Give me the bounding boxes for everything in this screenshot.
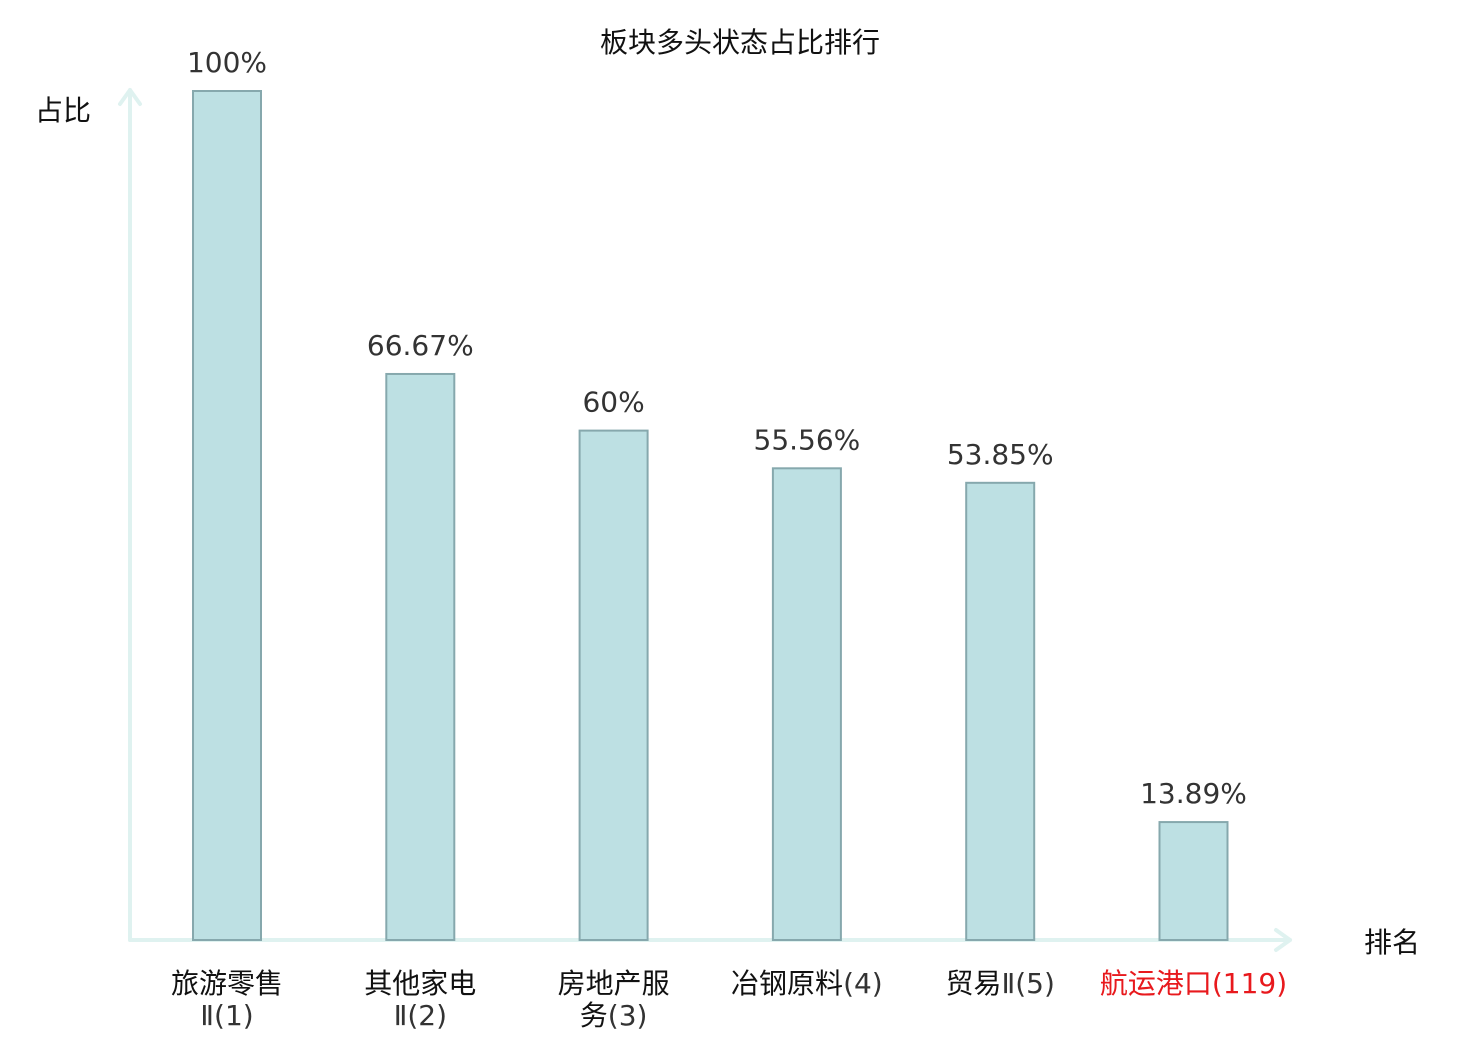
bar [578,429,649,941]
bar [192,90,262,941]
category-name: 冶钢原料 [731,967,843,1000]
value-label: 13.89% [1140,777,1247,810]
category-rank: (3) [608,999,648,1032]
value-label: 100% [187,46,267,79]
category-rank: (4) [843,967,883,1000]
category-rank: (119) [1212,967,1287,1000]
x-axis-arrow [1274,928,1292,952]
category-name: 其他家电 [364,967,476,1000]
x-axis-label: 排名 [1364,926,1420,959]
category-label: 务(3) [580,999,648,1032]
category-label: 旅游零售 [171,967,283,1000]
category-name: 航运港口 [1100,967,1212,1000]
category-rank: Ⅱ(2) [394,999,447,1032]
category-label: 冶钢原料(4) [731,967,883,1000]
y-axis-label: 占比 [35,94,91,127]
chart-title: 板块多头状态占比排行 [600,26,880,59]
y-axis-arrow [118,88,142,106]
value-label: 55.56% [754,423,861,456]
bar [965,481,1036,941]
category-name: 贸易 [945,967,1001,1000]
value-label: 53.85% [947,438,1054,471]
axes [118,88,1292,952]
category-label: 其他家电 [364,967,476,1000]
value-label: 60% [582,386,644,419]
value-labels-group: 100% 66.67% 60% 55.56% 53.85% 13.89% [187,46,1247,810]
category-label: 房地产服 [558,967,670,1000]
category-label: Ⅱ(2) [394,999,447,1032]
category-name: 房地产服 [558,967,670,1000]
bar [771,467,842,941]
category-rank: Ⅱ(1) [200,999,253,1032]
category-label: Ⅱ(1) [200,999,253,1032]
bars-group [192,90,1229,942]
value-label: 66.67% [367,329,474,362]
category-label: 贸易Ⅱ(5) [945,967,1054,1000]
category-name: 旅游零售 [171,967,283,1000]
category-label: 航运港口(119) [1100,967,1287,1000]
bar [1158,821,1229,942]
category-name: 务 [580,999,608,1032]
bar [385,372,456,942]
category-rank: Ⅱ(5) [1001,967,1054,1000]
